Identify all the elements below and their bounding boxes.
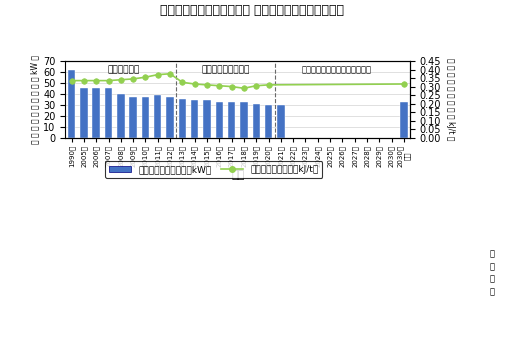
Bar xyxy=(228,102,235,138)
Bar xyxy=(80,89,87,138)
Bar xyxy=(166,97,174,138)
Bar xyxy=(105,89,112,138)
Bar xyxy=(216,102,223,138)
Bar xyxy=(240,102,247,138)
Bar xyxy=(265,105,272,138)
Text: カーボンニュートラル行動計画: カーボンニュートラル行動計画 xyxy=(301,65,371,75)
Bar xyxy=(92,89,100,138)
X-axis label: 実績: 実績 xyxy=(231,170,244,180)
Text: 目
標
水
準: 目 標 水 準 xyxy=(490,250,495,296)
Bar xyxy=(154,95,162,138)
Bar xyxy=(179,99,186,138)
Bar xyxy=(204,100,211,138)
Y-axis label: エ ネ ル ギ ー 原 単 位 ［ kJ/t ］: エ ネ ル ギ ー 原 単 位 ［ kJ/t ］ xyxy=(445,58,455,141)
Bar xyxy=(191,100,198,138)
Text: メタル（銅･アルミ）電線 エネルギー消費量･原単位: メタル（銅･アルミ）電線 エネルギー消費量･原単位 xyxy=(161,4,344,16)
Legend: エネルギー消費量［万kW］, エネルギー原単位［kJ/t］: エネルギー消費量［万kW］, エネルギー原単位［kJ/t］ xyxy=(105,161,322,178)
Text: 低炭素社会実行計画: 低炭素社会実行計画 xyxy=(201,65,249,75)
Bar xyxy=(129,97,137,138)
Bar xyxy=(252,104,260,138)
Bar xyxy=(68,70,75,138)
Bar xyxy=(117,94,125,138)
Bar xyxy=(142,97,149,138)
Y-axis label: エ ネ ル ギ ー 消 費 量 ［ 万 kW ］: エ ネ ル ギ ー 消 費 量 ［ 万 kW ］ xyxy=(30,55,39,144)
Bar xyxy=(400,102,408,138)
Text: 自主行動計画: 自主行動計画 xyxy=(108,65,140,75)
Bar xyxy=(277,105,284,138)
